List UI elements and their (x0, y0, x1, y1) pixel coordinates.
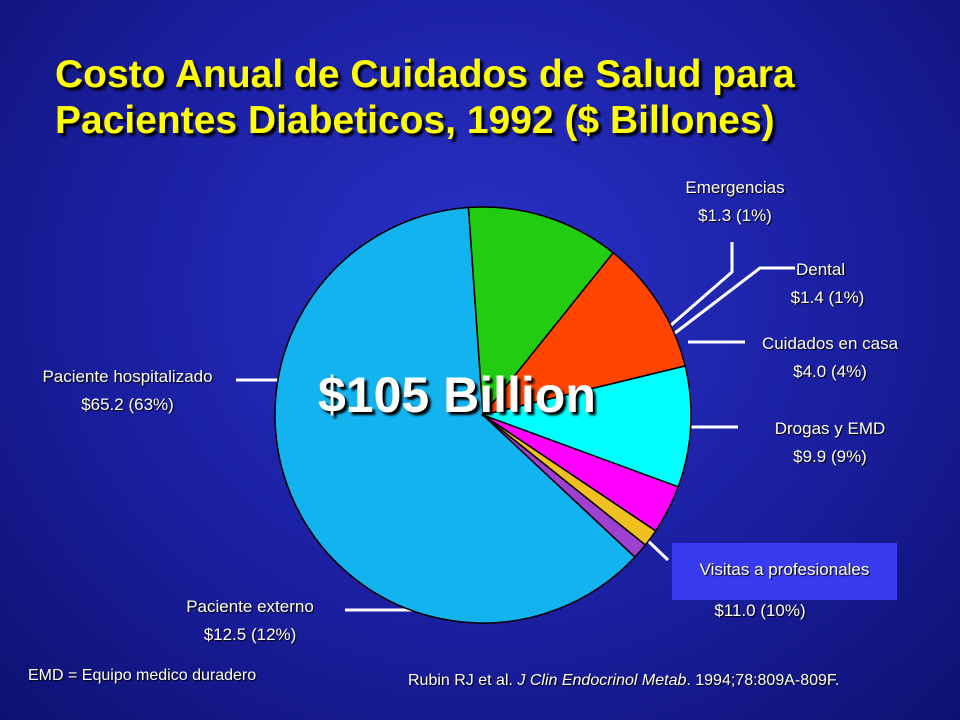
slice-name: Paciente externo (186, 597, 314, 616)
slice-value: $1.4 (1%) (790, 288, 865, 307)
slice-name: Paciente hospitalizado (42, 367, 213, 386)
pie-slice-visitas-a-profesionales (481, 251, 687, 417)
slice-name: Emergencias (685, 178, 785, 197)
slice-label-dental: Dental $1.4 (1%) (760, 256, 895, 312)
slice-name: Visitas a profesionales (699, 560, 870, 579)
footnote-emd: EMD = Equipo medico duradero (28, 667, 257, 684)
slice-label-hospitalizado: Paciente hospitalizado $65.2 (63%) (20, 363, 235, 419)
slice-label-externo: Paciente externo $12.5 (12%) (155, 593, 345, 649)
slice-value: $4.0 (4%) (793, 362, 867, 381)
leader-emergencias (669, 242, 734, 328)
pie-slice-drogas-y-emd (480, 364, 692, 488)
citation-details: . 1994;78:809A-809F. (686, 672, 840, 689)
slice-label-emergencias: Emergencias $1.3 (1%) (655, 174, 815, 230)
slice-value: $12.5 (12%) (203, 625, 297, 644)
total-label: $105 Billion (318, 367, 596, 423)
leader-dental (674, 266, 795, 335)
slice-value: $65.2 (63%) (81, 395, 174, 414)
citation-journal: J Clin Endocrinol Metab (517, 672, 687, 689)
slice-name: Drogas y EMD (774, 419, 886, 438)
slice-value: $1.3 (1%) (698, 206, 772, 225)
slice-label-drogas: Drogas y EMD $9.9 (9%) (740, 415, 920, 471)
title-line-2: Pacientes Diabeticos, 1992 ($ Billones) (55, 99, 775, 142)
citation: Rubin RJ et al. J Clin Endocrinol Metab.… (408, 672, 839, 690)
slice-value-visitas: $11.0 (10%) (714, 601, 806, 620)
pie-slice-paciente-externo (467, 206, 615, 417)
slice-name: Dental (796, 260, 846, 279)
chart-title: Costo Anual de Cuidados de Salud para Pa… (55, 52, 935, 144)
citation-authors: Rubin RJ et al. (408, 672, 518, 689)
pie-slice-paciente-hospitalizado (274, 206, 636, 624)
slice-name: Cuidados en casa (761, 334, 899, 353)
slice-label-cuidados: Cuidados en casa $4.0 (4%) (740, 330, 920, 386)
slice-label-box-visitas: Visitas a profesionales (672, 543, 897, 600)
slice-value: $9.9 (9%) (793, 447, 867, 466)
title-line-1: Costo Anual de Cuidados de Salud para (55, 53, 795, 96)
